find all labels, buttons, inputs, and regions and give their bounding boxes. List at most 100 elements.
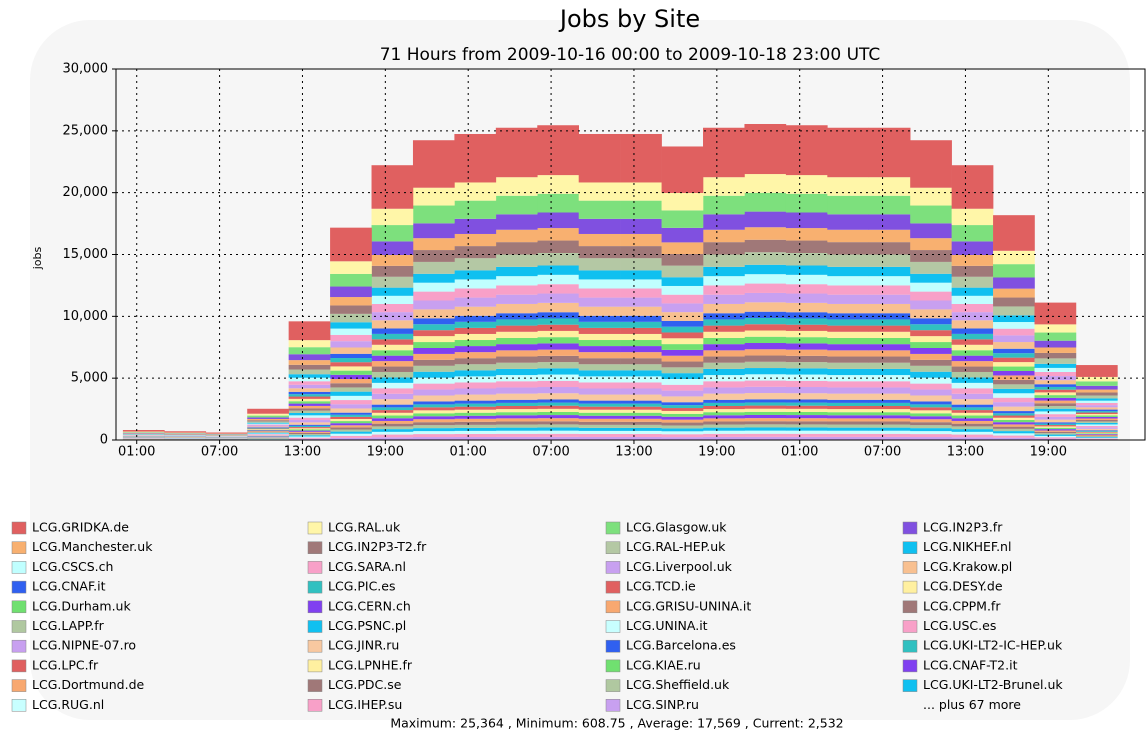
area-step (662, 242, 704, 254)
area-step (662, 385, 704, 391)
area-step (247, 430, 289, 431)
area-step (827, 425, 869, 428)
area-step (703, 421, 745, 424)
legend-swatch (606, 699, 620, 711)
area-step (496, 332, 538, 338)
area-step (1035, 358, 1077, 363)
area-step (1076, 390, 1118, 393)
area-step (993, 349, 1035, 353)
area-step (496, 304, 538, 313)
area-step (662, 423, 704, 426)
area-step (579, 279, 621, 288)
area-step (289, 435, 331, 436)
area-step (537, 393, 579, 399)
legend-swatch (308, 561, 322, 573)
area-step (910, 425, 952, 428)
area-step (703, 412, 745, 415)
area-step (372, 367, 414, 372)
area-step (1076, 430, 1118, 431)
area-step (662, 431, 704, 434)
area-step (1076, 417, 1118, 418)
area-step (662, 411, 704, 414)
area-step (993, 418, 1035, 420)
area-step (786, 415, 828, 418)
area-step (289, 420, 331, 422)
legend-label: LCG.Barcelona.es (626, 638, 736, 653)
area-step (330, 314, 372, 322)
area-step (454, 307, 496, 316)
area-step (579, 434, 621, 437)
area-step (496, 412, 538, 415)
area-step (454, 413, 496, 416)
area-step (993, 380, 1035, 384)
area-step (993, 433, 1035, 435)
y-axis-label: jobs (31, 246, 44, 270)
area-step (454, 298, 496, 307)
area-step (869, 406, 911, 409)
area-step (786, 331, 828, 337)
area-step (827, 214, 869, 229)
legend-swatch (903, 640, 917, 652)
area-step (454, 322, 496, 328)
area-step (786, 275, 828, 284)
area-step (537, 325, 579, 331)
area-step (537, 194, 579, 213)
area-step (247, 435, 289, 436)
area-step (289, 401, 331, 403)
area-step (579, 419, 621, 422)
area-step (993, 431, 1035, 433)
area-step (993, 420, 1035, 422)
x-tick-label: 07:00 (864, 445, 901, 460)
area-step (496, 295, 538, 304)
area-step (1076, 381, 1118, 385)
legend-swatch (606, 660, 620, 672)
area-step (164, 431, 206, 432)
area-step (1035, 384, 1077, 387)
area-step (496, 428, 538, 431)
area-step (744, 412, 786, 415)
area-step (496, 128, 538, 177)
area-step (786, 409, 828, 412)
x-tick-label: 01:00 (781, 445, 818, 460)
area-step (537, 213, 579, 229)
area-step (827, 230, 869, 242)
area-step (662, 373, 704, 379)
area-step (744, 124, 786, 174)
legend-label: LCG.IN2P3.fr (923, 520, 1003, 535)
x-tick-label: 19:00 (367, 445, 404, 460)
area-step (413, 416, 455, 419)
area-step (703, 350, 745, 356)
area-step (579, 395, 621, 401)
area-step (910, 395, 952, 401)
area-step (579, 376, 621, 382)
area-step (744, 418, 786, 421)
area-step (454, 431, 496, 434)
area-step (910, 292, 952, 301)
area-step (1035, 424, 1077, 425)
area-step (827, 431, 869, 434)
legend-swatch (308, 680, 322, 692)
area-step (454, 289, 496, 298)
area-step (1035, 430, 1077, 431)
area-step (952, 432, 994, 435)
area-step (496, 230, 538, 242)
area-step (372, 345, 414, 350)
y-tick-label: 25,000 (63, 123, 109, 138)
area-step (952, 266, 994, 277)
area-step (496, 344, 538, 350)
area-step (330, 274, 372, 287)
area-step (827, 196, 869, 215)
area-step (662, 321, 704, 327)
area-step (413, 366, 455, 372)
area-step (662, 210, 704, 227)
area-step (537, 241, 579, 253)
legend-swatch (903, 660, 917, 672)
area-step (1076, 435, 1118, 436)
area-step (910, 384, 952, 390)
area-step (289, 404, 331, 406)
area-step (744, 349, 786, 355)
area-step (620, 234, 662, 246)
area-step (620, 134, 662, 182)
x-tick-label: 07:00 (201, 445, 238, 460)
area-step (869, 255, 911, 267)
